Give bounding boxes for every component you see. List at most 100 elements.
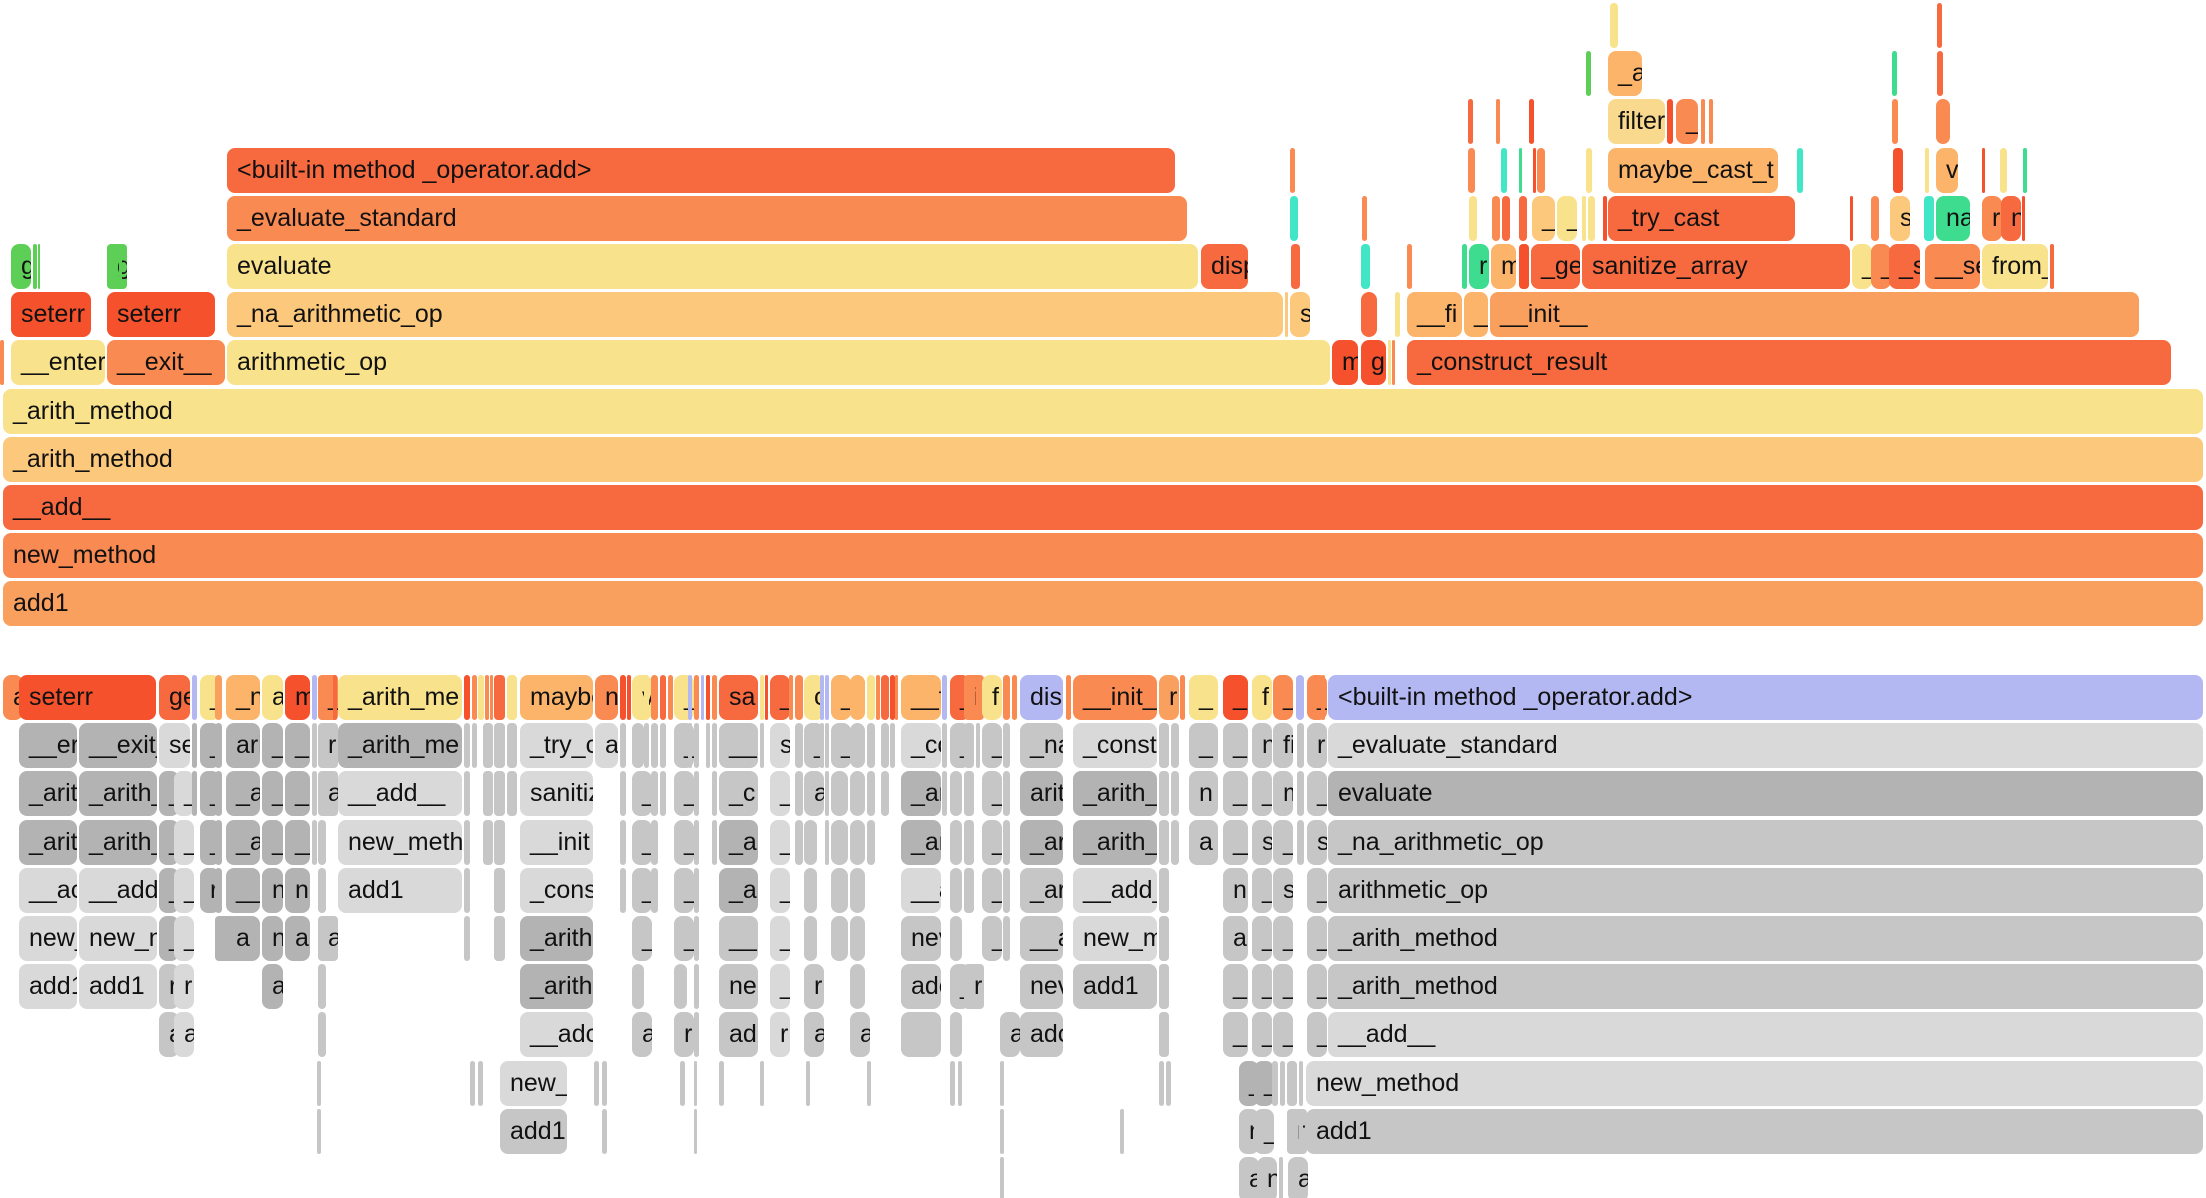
flame-bar-sliver[interactable] bbox=[850, 964, 865, 1010]
flame-bar[interactable]: __add__ bbox=[3, 485, 2203, 530]
flame-bar[interactable]: <built-in method _operator.add> bbox=[1328, 675, 2203, 720]
flame-bar-sliver[interactable] bbox=[804, 819, 817, 865]
flame-bar[interactable]: _ bbox=[174, 867, 194, 913]
flame-bar-sliver[interactable] bbox=[1361, 244, 1370, 289]
flame-bar-sliver[interactable] bbox=[660, 723, 666, 769]
flame-bar-sliver[interactable] bbox=[1180, 675, 1185, 720]
flame-bar-sliver[interactable] bbox=[1586, 51, 1591, 97]
flame-bar-sliver[interactable] bbox=[1392, 340, 1395, 386]
flame-bar-sliver[interactable] bbox=[485, 675, 489, 720]
flame-bar[interactable]: _ bbox=[632, 819, 652, 865]
flame-bar[interactable]: g bbox=[1361, 340, 1386, 386]
flame-bar[interactable]: _arith_method bbox=[1328, 916, 2203, 961]
flame-bar-sliver[interactable] bbox=[680, 1060, 685, 1106]
flame-bar[interactable]: ad bbox=[262, 964, 283, 1010]
flame-bar[interactable]: __f bbox=[901, 675, 941, 720]
flame-bar-sliver[interactable] bbox=[651, 723, 658, 769]
flame-bar-sliver[interactable] bbox=[1519, 147, 1522, 193]
flame-bar-sliver[interactable] bbox=[483, 723, 493, 769]
flame-bar-sliver[interactable] bbox=[694, 819, 699, 865]
flame-bar-sliver[interactable] bbox=[1159, 819, 1169, 865]
flame-bar[interactable]: _ bbox=[1252, 771, 1272, 817]
flame-bar[interactable]: ad bbox=[719, 1012, 758, 1058]
flame-bar-sliver[interactable] bbox=[1159, 1012, 1169, 1058]
flame-bar[interactable]: _ bbox=[174, 819, 194, 865]
flame-bar[interactable]: new_method bbox=[1306, 1060, 2203, 1106]
flame-bar[interactable]: n bbox=[1189, 771, 1218, 817]
flame-bar[interactable]: a bbox=[1288, 1157, 1308, 1198]
flame-bar-sliver[interactable] bbox=[1582, 195, 1586, 241]
flame-bar-sliver[interactable] bbox=[795, 723, 803, 769]
flame-bar-sliver[interactable] bbox=[694, 771, 699, 817]
flame-bar-sliver[interactable] bbox=[644, 675, 649, 720]
flame-bar[interactable]: a bbox=[1239, 1157, 1259, 1198]
flame-bar-sliver[interactable] bbox=[472, 675, 477, 720]
flame-bar[interactable]: _arith_ bbox=[1073, 771, 1157, 817]
flame-bar-sliver[interactable] bbox=[478, 675, 484, 720]
flame-bar[interactable]: __add__ bbox=[338, 771, 462, 817]
flame-bar[interactable]: _ bbox=[1273, 675, 1293, 720]
flame-bar[interactable]: arithmetic_op bbox=[227, 340, 1330, 386]
flame-bar[interactable]: _a bbox=[719, 819, 758, 865]
flame-bar[interactable]: ari bbox=[226, 723, 260, 769]
flame-bar[interactable]: _ bbox=[1254, 1108, 1274, 1154]
flame-bar-sliver[interactable] bbox=[1166, 1060, 1171, 1106]
flame-bar-sliver[interactable] bbox=[1797, 147, 1803, 193]
flame-bar[interactable]: sanitiz bbox=[520, 771, 593, 817]
flame-bar[interactable]: arithmetic_op bbox=[1328, 867, 2203, 913]
flame-bar[interactable]: _ bbox=[632, 771, 652, 817]
flame-bar-sliver[interactable] bbox=[958, 1060, 962, 1106]
flame-bar[interactable]: _arith_ bbox=[79, 819, 157, 865]
flame-bar[interactable]: _ bbox=[982, 771, 1002, 817]
flame-bar[interactable]: __fi bbox=[1407, 292, 1462, 338]
flame-bar[interactable]: __ bbox=[1223, 819, 1248, 865]
flame-bar-sliver[interactable] bbox=[831, 916, 848, 961]
flame-bar[interactable]: _ bbox=[1189, 675, 1218, 720]
flame-bar-sliver[interactable] bbox=[831, 867, 848, 913]
flame-bar[interactable]: r bbox=[1159, 675, 1179, 720]
flame-bar-sliver[interactable] bbox=[1892, 99, 1898, 145]
flame-bar-sliver[interactable] bbox=[867, 1060, 871, 1106]
flame-bar[interactable]: _arith_me bbox=[338, 723, 462, 769]
flame-bar-sliver[interactable] bbox=[881, 675, 889, 720]
flame-bar[interactable]: ne bbox=[719, 964, 758, 1010]
flame-bar-sliver[interactable] bbox=[632, 964, 644, 1010]
flame-bar-sliver[interactable] bbox=[964, 867, 974, 913]
flame-bar[interactable]: _ bbox=[770, 916, 790, 961]
flame-bar[interactable]: n( bbox=[1223, 867, 1248, 913]
flame-bar[interactable]: _c bbox=[1223, 675, 1248, 720]
flame-bar-sliver[interactable] bbox=[719, 1060, 724, 1106]
flame-bar-sliver[interactable] bbox=[1290, 147, 1295, 193]
flame-bar-sliver[interactable] bbox=[464, 723, 470, 769]
flame-bar-sliver[interactable] bbox=[895, 675, 898, 720]
flame-bar-sliver[interactable] bbox=[1395, 292, 1400, 338]
flame-bar[interactable]: a bbox=[3, 675, 23, 720]
flame-bar-sliver[interactable] bbox=[1003, 916, 1010, 961]
flame-bar[interactable]: _ bbox=[1307, 867, 1327, 913]
flame-bar[interactable]: s bbox=[1273, 867, 1293, 913]
flame-bar-sliver[interactable] bbox=[333, 675, 337, 720]
flame-bar-sliver[interactable] bbox=[507, 723, 517, 769]
flame-bar-sliver[interactable] bbox=[318, 867, 326, 913]
flame-bar-sliver[interactable] bbox=[694, 964, 699, 1010]
flame-bar-sliver[interactable] bbox=[470, 1060, 475, 1106]
flame-bar[interactable]: na bbox=[1936, 195, 1970, 241]
flame-bar-sliver[interactable] bbox=[804, 867, 817, 913]
flame-bar-sliver[interactable] bbox=[1407, 244, 1412, 289]
flame-bar[interactable]: n( bbox=[285, 867, 310, 913]
flame-bar-sliver[interactable] bbox=[950, 771, 962, 817]
flame-bar-sliver[interactable] bbox=[789, 675, 793, 720]
flame-bar-sliver[interactable] bbox=[881, 723, 889, 769]
flame-bar[interactable]: r bbox=[1287, 1108, 1307, 1154]
flame-bar[interactable]: _arit bbox=[19, 819, 77, 865]
flame-bar-sliver[interactable] bbox=[850, 723, 865, 769]
flame-bar[interactable]: _ bbox=[1676, 99, 1698, 145]
flame-bar[interactable]: _ bbox=[770, 964, 790, 1010]
flame-bar-sliver[interactable] bbox=[1120, 1108, 1124, 1154]
flame-bar-sliver[interactable] bbox=[317, 1060, 321, 1106]
flame-bar[interactable]: _ bbox=[674, 771, 694, 817]
flame-bar-sliver[interactable] bbox=[494, 723, 505, 769]
flame-bar-sliver[interactable] bbox=[119, 244, 122, 289]
flame-bar[interactable]: _ bbox=[982, 819, 1002, 865]
flame-bar[interactable]: _arith_method bbox=[3, 436, 2203, 482]
